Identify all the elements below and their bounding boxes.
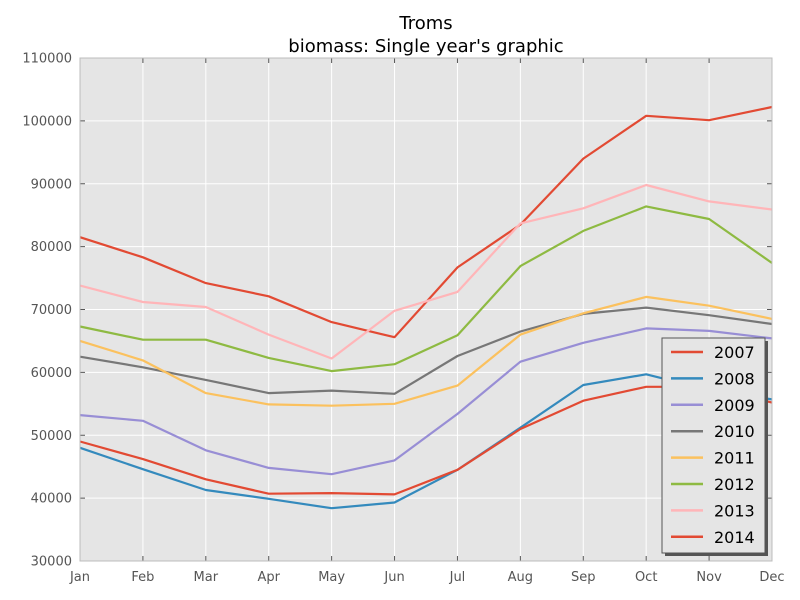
- chart-title: Troms: [398, 13, 452, 34]
- series-lines: [79, 105, 773, 510]
- x-tick-label: Dec: [759, 570, 784, 585]
- series-line-2010: [79, 306, 773, 395]
- y-tick-label: 50000: [31, 429, 72, 444]
- series-line-2009: [79, 327, 773, 476]
- legend-label: 2011: [714, 449, 755, 468]
- y-tick-label: 60000: [31, 366, 72, 381]
- y-tick-label: 110000: [22, 52, 72, 67]
- y-tick-label: 100000: [22, 114, 72, 129]
- chart-subtitle: biomass: Single year's graphic: [288, 36, 563, 57]
- legend-box: [661, 337, 766, 554]
- x-tick-label: Jun: [383, 570, 404, 585]
- series-line-2014: [79, 385, 773, 496]
- x-tick-label: Sep: [571, 570, 596, 585]
- legend: 2007 2008 2009 2010 2011 2012 2013 2014: [661, 337, 768, 556]
- x-tick-label: Nov: [696, 570, 722, 585]
- y-tick-label: 80000: [31, 240, 72, 255]
- y-tick-label: 40000: [31, 492, 72, 507]
- x-tick-label: Jul: [449, 570, 466, 585]
- y-tick-label: 30000: [31, 555, 72, 570]
- legend-label: 2007: [714, 343, 755, 362]
- x-tick-label: Oct: [635, 570, 657, 585]
- y-tick-label: 90000: [31, 177, 72, 192]
- x-tick-label: Mar: [194, 570, 219, 585]
- x-tick-label: Feb: [131, 570, 154, 585]
- legend-label: 2010: [714, 422, 755, 441]
- legend-label: 2014: [714, 528, 755, 547]
- plot-frame: [79, 57, 773, 562]
- y-tick-label: 70000: [31, 303, 72, 318]
- series-line-2011: [79, 295, 773, 407]
- x-tick-label: Jan: [69, 570, 90, 585]
- legend-label: 2013: [714, 501, 755, 520]
- series-line-2013: [79, 183, 773, 360]
- x-tick-label: May: [318, 570, 345, 585]
- axes: 30000 40000 50000 60000 70000 80000 90000 10000…: [22, 52, 784, 586]
- legend-label: 2012: [714, 475, 755, 494]
- x-tick-label: Aug: [508, 570, 533, 585]
- series-line-2012: [79, 205, 773, 373]
- series-line-2008: [79, 373, 773, 510]
- legend-label: 2008: [714, 369, 755, 388]
- x-tick-label: Apr: [257, 570, 280, 585]
- legend-label: 2009: [714, 396, 755, 415]
